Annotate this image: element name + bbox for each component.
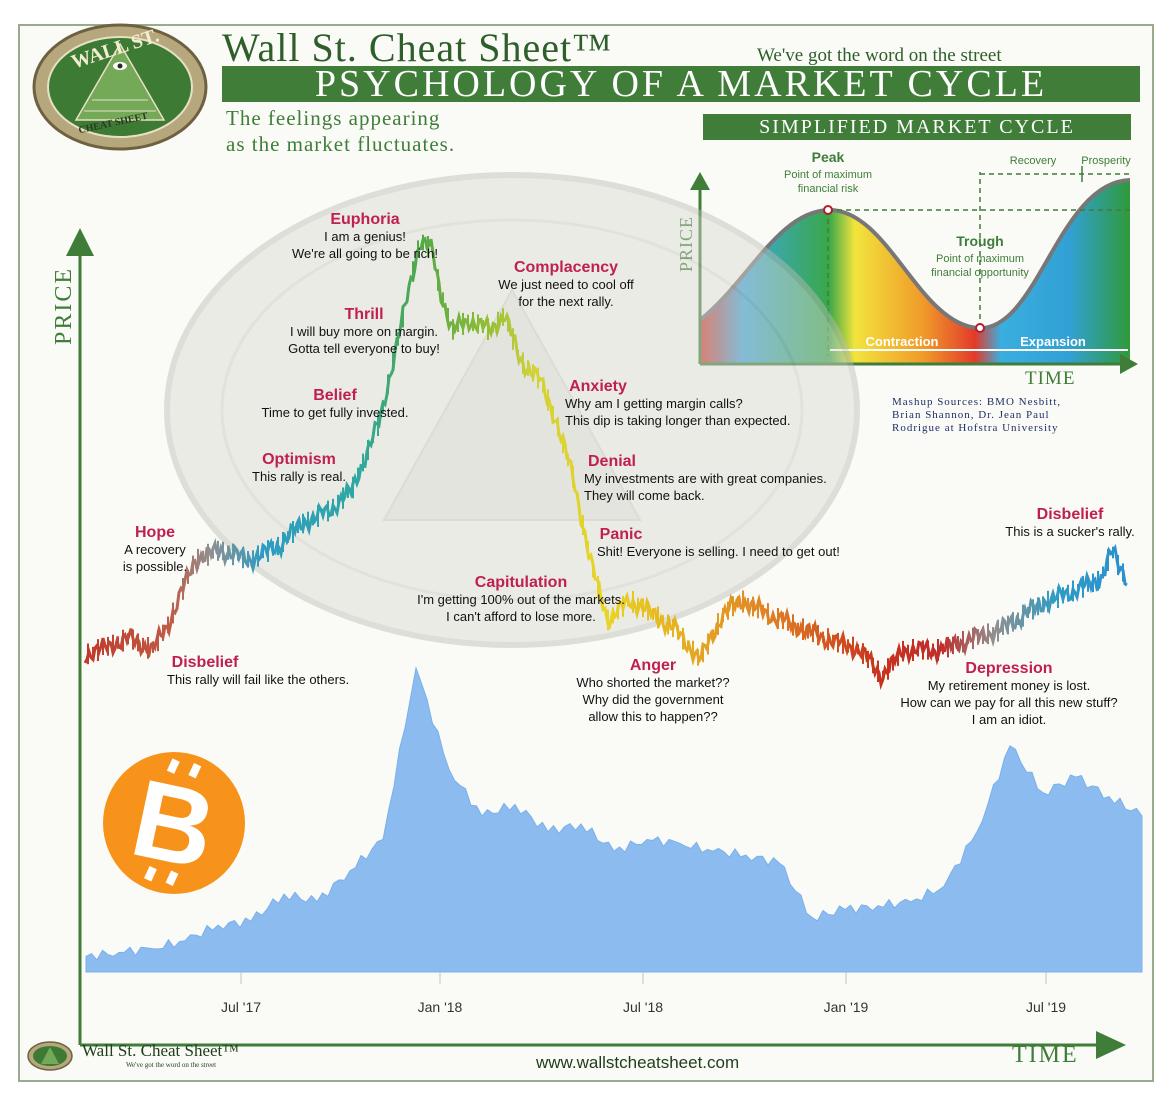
- phase-title-hope: Hope: [135, 524, 175, 541]
- phase-title-thrill: Thrill: [344, 306, 383, 323]
- brand-title: Wall St. Cheat Sheet™: [222, 25, 613, 70]
- phase-title-panic: Panic: [600, 526, 643, 543]
- phase-title-disbelief: Disbelief: [172, 654, 239, 671]
- bitcoin-price-area: [85, 666, 1143, 973]
- footer-logo-icon: [27, 1041, 73, 1071]
- phase-text: I can't afford to lose more.: [446, 609, 596, 624]
- watermark-seal: [164, 172, 860, 648]
- simplified-cycle-chart: PRICE TIME Peak Point of maximum financi…: [676, 149, 1138, 389]
- subtitle-line-2: as the market fluctuates.: [226, 132, 456, 156]
- phase-text: Why did the government: [583, 692, 724, 707]
- recovery-label: Recovery: [1010, 155, 1057, 167]
- cycle-price-label: PRICE: [676, 216, 696, 272]
- phase-text: This is a sucker's rally.: [1005, 524, 1134, 539]
- phase-text: Why am I getting margin calls?: [565, 396, 743, 411]
- phase-text: My retirement money is lost.: [928, 678, 1091, 693]
- price-axis-label: PRICE: [51, 267, 77, 345]
- trough-line-1: Point of maximum: [936, 253, 1024, 265]
- phase-title-capitulation: Capitulation: [475, 574, 567, 591]
- phase-text: Who shorted the market??: [576, 675, 729, 690]
- phase-text: I will buy more on margin.: [290, 324, 438, 339]
- peak-title: Peak: [812, 149, 845, 165]
- trough-line-2: financial opportunity: [931, 267, 1029, 279]
- phase-title-anxiety: Anxiety: [569, 378, 627, 395]
- phase-title-anger: Anger: [630, 657, 676, 674]
- phase-text: I am an idiot.: [972, 712, 1046, 727]
- peak-line-1: Point of maximum: [784, 169, 872, 181]
- phase-text: They will come back.: [584, 488, 705, 503]
- phase-text: This dip is taking longer than expected.: [565, 413, 790, 428]
- x-tick-label: Jan '19: [824, 999, 869, 1015]
- x-tick-label: Jan '18: [418, 999, 463, 1015]
- phase-text: is possible.: [123, 559, 187, 574]
- phase-text: We just need to cool off: [498, 277, 634, 292]
- peak-line-2: financial risk: [798, 183, 859, 195]
- phase-title-denial: Denial: [588, 453, 636, 470]
- prosperity-label: Prosperity: [1081, 155, 1131, 167]
- phase-text: Shit! Everyone is selling. I need to get…: [597, 544, 840, 559]
- phase-text: I'm getting 100% out of the markets.: [417, 592, 625, 607]
- phase-text: I am a genius!: [324, 229, 406, 244]
- price-axis-arrow: [66, 228, 94, 256]
- phase-title-euphoria: Euphoria: [330, 211, 399, 228]
- phase-text: This rally will fail like the others.: [167, 672, 349, 687]
- bitcoin-logo: B: [103, 752, 245, 894]
- phase-text: Gotta tell everyone to buy!: [288, 341, 440, 356]
- phase-text: allow this to happen??: [588, 709, 717, 724]
- x-tick-label: Jul '17: [221, 999, 261, 1015]
- phase-title-depression: Depression: [965, 660, 1052, 677]
- time-axis-arrow: [1096, 1031, 1126, 1059]
- x-tick-label: Jul '19: [1026, 999, 1066, 1015]
- sources-line-1: Mashup Sources: BMO Nesbitt,: [892, 396, 1062, 408]
- page-title-banner: PSYCHOLOGY OF A MARKET CYCLE: [222, 65, 1140, 103]
- expansion-label: Expansion: [1020, 334, 1086, 349]
- sources-note: Mashup Sources: BMO Nesbitt, Brian Shann…: [892, 396, 1061, 435]
- phase-title-complacency: Complacency: [514, 259, 618, 276]
- logo-badge: [32, 23, 208, 151]
- brand-tagline: We've got the word on the street: [757, 45, 1002, 66]
- cycle-curve: [698, 178, 1131, 331]
- sources-line-2: Brian Shannon, Dr. Jean Paul: [892, 409, 1050, 421]
- trough-title: Trough: [956, 233, 1003, 249]
- phase-title-belief: Belief: [313, 387, 357, 404]
- phase-text: for the next rally.: [518, 294, 613, 309]
- phase-title-disbelief: Disbelief: [1037, 506, 1104, 523]
- subtitle-line-1: The feelings appearing: [226, 106, 441, 130]
- x-tick-label: Jul '18: [623, 999, 663, 1015]
- footer-brand: Wall St. Cheat Sheet™: [82, 1041, 239, 1060]
- footer-tagline: We've got the word on the street: [126, 1061, 217, 1069]
- footer-url[interactable]: www.wallstcheatsheet.com: [536, 1053, 740, 1072]
- time-axis-label: TIME: [1012, 1042, 1079, 1068]
- simplified-cycle-banner: SIMPLIFIED MARKET CYCLE: [703, 114, 1131, 140]
- phase-text: My investments are with great companies.: [584, 471, 827, 486]
- phase-text: This rally is real.: [252, 469, 346, 484]
- phase-text: A recovery: [124, 542, 186, 557]
- sources-line-3: Rodrigue at Hofstra University: [892, 422, 1059, 434]
- contraction-label: Contraction: [866, 334, 939, 349]
- phase-text: How can we pay for all this new stuff?: [900, 695, 1117, 710]
- cycle-time-label: TIME: [1025, 368, 1075, 389]
- phase-text: We're all going to be rich!: [292, 246, 438, 261]
- cycle-area: [700, 180, 1130, 364]
- phase-title-optimism: Optimism: [262, 451, 336, 468]
- phase-text: Time to get fully invested.: [262, 405, 409, 420]
